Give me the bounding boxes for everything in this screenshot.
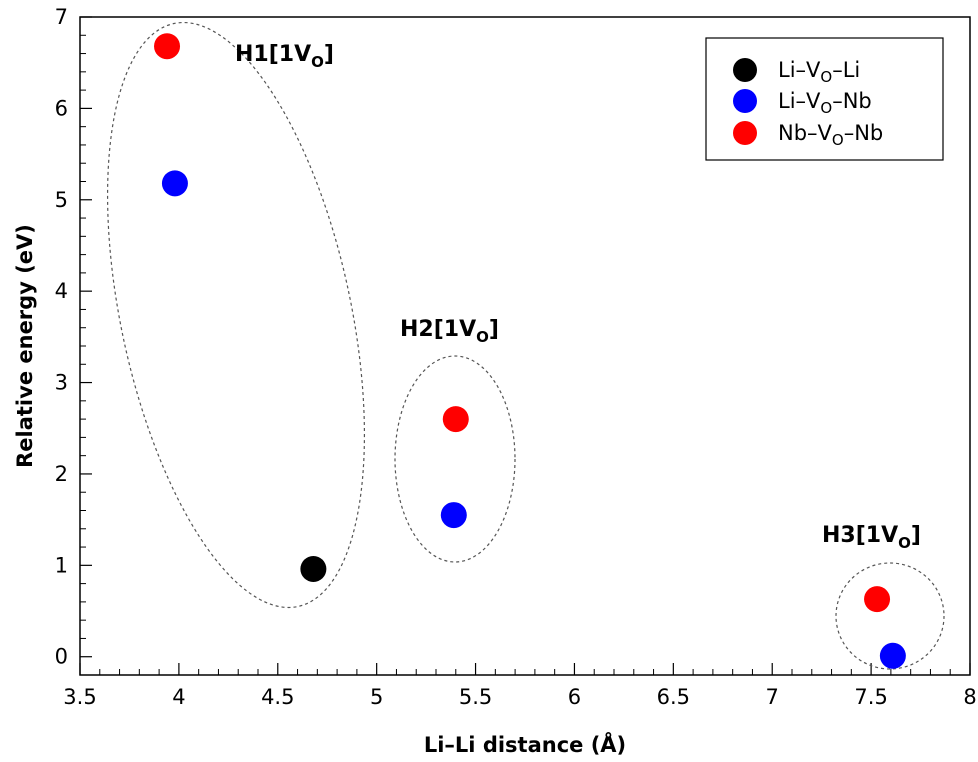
legend: Li–VO–Li Li–VO–Nb Nb–VO–Nb [705,37,944,161]
legend-label-li-vo-li: Li–VO–Li [778,58,860,86]
legend-label-nb-vo-nb: Nb–VO–Nb [778,121,883,149]
group-ellipse-h1 [106,21,366,609]
y-tick-label: 0 [55,645,68,669]
group-ellipse-h3 [835,562,945,670]
x-tick-label: 3.5 [63,685,96,709]
x-tick-label: 4.5 [261,685,294,709]
group-ellipse-h2 [394,355,516,563]
y-tick-label: 1 [55,553,68,577]
data-point [440,502,467,529]
data-point [879,642,906,669]
y-tick-label: 5 [55,188,68,212]
x-tick-label: 6 [568,685,581,709]
data-point [154,33,181,60]
legend-marker-li-vo-li [733,58,757,82]
y-tick-label: 3 [55,371,68,395]
x-tick-label: 5.5 [459,685,492,709]
annotation-h3: H3[1VO] [822,523,921,552]
axis-ticks [79,16,971,676]
x-axis-title: Li–Li distance (Å) [424,732,626,757]
data-points [154,33,906,669]
x-tick-label: 4 [172,685,185,709]
legend-marker-nb-vo-nb [733,121,757,145]
y-tick-label: 6 [55,96,68,120]
group-ellipses [106,21,945,670]
annotation-h2: H2[1VO] [400,317,499,346]
x-tick-label: 8 [963,685,976,709]
legend-label-li-vo-nb: Li–VO–Nb [778,89,872,117]
y-tick-label: 4 [55,279,68,303]
x-tick-label: 7 [766,685,779,709]
data-point [300,555,327,582]
data-point [864,586,891,613]
y-tick-label: 2 [55,462,68,486]
x-tick-label: 6.5 [657,685,690,709]
x-tick-label: 5 [370,685,383,709]
y-axis-title: Relative energy (eV) [13,224,37,468]
annotation-h1: H1[1VO] [235,42,334,71]
x-tick-label: 7.5 [854,685,887,709]
data-point [442,406,469,433]
legend-marker-li-vo-nb [733,89,757,113]
data-point [161,170,188,197]
axis-tick-labels: 3.5 4 4.5 5 5.5 6 6.5 7 7.5 8 0 1 2 3 4 5 6 7 [55,5,977,709]
y-tick-label: 7 [55,5,68,29]
